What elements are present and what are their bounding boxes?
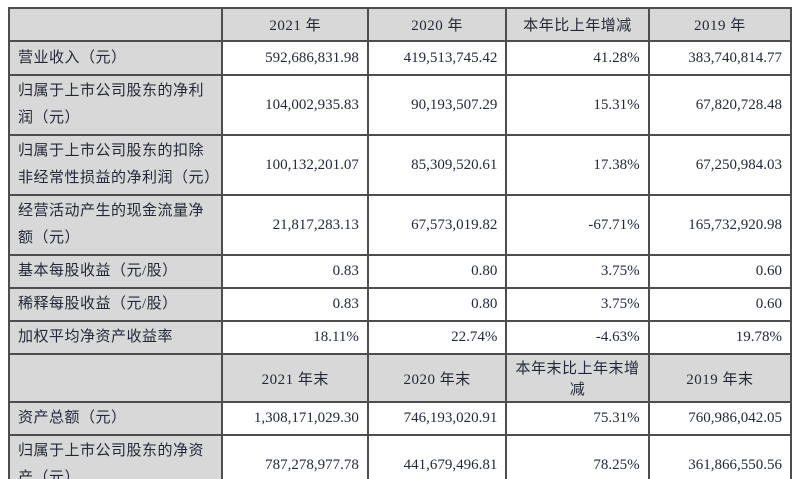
cell-2020: 67,573,019.82: [366, 194, 508, 256]
cell-2019: 0.60: [647, 254, 793, 289]
cell-change: 41.28%: [505, 40, 650, 76]
col-header-2019: 2019 年: [647, 7, 793, 42]
col-header-yoy-change: 本年比上年增减: [505, 7, 650, 42]
cell-2021: 21,817,283.13: [221, 194, 369, 256]
row-label: 归属于上市公司股东的净资产（元）: [7, 434, 224, 479]
corner-cell: [7, 7, 224, 42]
table-row-net-profit-excl-nonrecurring: 归属于上市公司股东的扣除非经常性损益的净利润（元） 100,132,201.07…: [7, 134, 793, 196]
cell-2020: 0.80: [366, 254, 508, 289]
col-header-year-end-change: 本年末比上年末增减: [505, 353, 650, 403]
cell-2020: 0.80: [366, 287, 508, 322]
financial-summary-table: 2021 年 2020 年 本年比上年增减 2019 年 营业收入（元） 592…: [7, 7, 793, 479]
year-end-header-row: 2021 年末 2020 年末 本年末比上年末增减 2019 年末: [7, 353, 793, 403]
row-label: 加权平均净资产收益率: [7, 320, 224, 355]
cell-2021: 18.11%: [221, 320, 369, 355]
cell-2020: 746,193,020.91: [366, 401, 508, 436]
cell-2020: 22.74%: [366, 320, 508, 355]
table-row-revenue: 营业收入（元） 592,686,831.98 419,513,745.42 41…: [7, 40, 793, 76]
cell-2021: 1,308,171,029.30: [221, 401, 369, 436]
row-label: 基本每股收益（元/股）: [7, 254, 224, 289]
annual-header-row: 2021 年 2020 年 本年比上年增减 2019 年: [7, 7, 793, 42]
row-label: 归属于上市公司股东的净利润（元）: [7, 74, 224, 136]
cell-2021: 592,686,831.98: [221, 40, 369, 76]
row-label: 稀释每股收益（元/股）: [7, 287, 224, 322]
cell-2019: 67,820,728.48: [647, 74, 793, 136]
table-row-operating-cash-flow: 经营活动产生的现金流量净额（元） 21,817,283.13 67,573,01…: [7, 194, 793, 256]
col-header-2020: 2020 年: [366, 7, 508, 42]
col-header-2020-end: 2020 年末: [366, 353, 508, 403]
cell-2021: 0.83: [221, 287, 369, 322]
cell-2019: 0.60: [647, 287, 793, 322]
cell-2020: 419,513,745.42: [366, 40, 508, 76]
cell-2020: 441,679,496.81: [366, 434, 508, 479]
cell-2019: 67,250,984.03: [647, 134, 793, 196]
cell-change: 15.31%: [505, 74, 650, 136]
row-label: 资产总额（元）: [7, 401, 224, 436]
cell-2019: 19.78%: [647, 320, 793, 355]
row-label: 经营活动产生的现金流量净额（元）: [7, 194, 224, 256]
cell-2019: 760,986,042.05: [647, 401, 793, 436]
corner-cell: [7, 353, 224, 403]
cell-change: -4.63%: [505, 320, 650, 355]
cell-2021: 787,278,977.78: [221, 434, 369, 479]
cell-2020: 90,193,507.29: [366, 74, 508, 136]
row-label: 营业收入（元）: [7, 40, 224, 76]
cell-change: 3.75%: [505, 287, 650, 322]
table-row-net-profit: 归属于上市公司股东的净利润（元） 104,002,935.83 90,193,5…: [7, 74, 793, 136]
table-row-basic-eps: 基本每股收益（元/股） 0.83 0.80 3.75% 0.60: [7, 254, 793, 289]
col-header-2021-end: 2021 年末: [221, 353, 369, 403]
cell-2021: 104,002,935.83: [221, 74, 369, 136]
row-label: 归属于上市公司股东的扣除非经常性损益的净利润（元）: [7, 134, 224, 196]
col-header-2019-end: 2019 年末: [647, 353, 793, 403]
cell-2020: 85,309,520.61: [366, 134, 508, 196]
cell-2021: 0.83: [221, 254, 369, 289]
cell-2021: 100,132,201.07: [221, 134, 369, 196]
cell-change: 78.25%: [505, 434, 650, 479]
table-row-weighted-avg-roe: 加权平均净资产收益率 18.11% 22.74% -4.63% 19.78%: [7, 320, 793, 355]
cell-change: -67.71%: [505, 194, 650, 256]
table-row-total-assets: 资产总额（元） 1,308,171,029.30 746,193,020.91 …: [7, 401, 793, 436]
cell-2019: 383,740,814.77: [647, 40, 793, 76]
table-row-diluted-eps: 稀释每股收益（元/股） 0.83 0.80 3.75% 0.60: [7, 287, 793, 322]
cell-change: 3.75%: [505, 254, 650, 289]
cell-2019: 165,732,920.98: [647, 194, 793, 256]
cell-2019: 361,866,550.56: [647, 434, 793, 479]
cell-change: 75.31%: [505, 401, 650, 436]
cell-change: 17.38%: [505, 134, 650, 196]
col-header-2021: 2021 年: [221, 7, 369, 42]
table-row-net-assets: 归属于上市公司股东的净资产（元） 787,278,977.78 441,679,…: [7, 434, 793, 479]
